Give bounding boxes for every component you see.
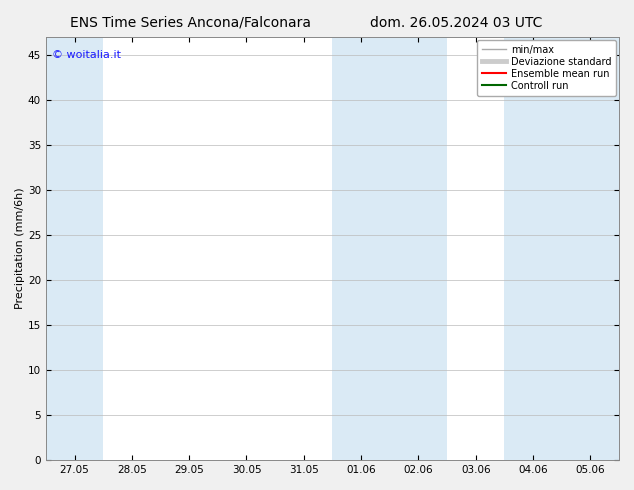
Bar (46, 37, 103, 460)
Bar (332, 37, 390, 460)
Bar (390, 37, 447, 460)
Legend: min/max, Deviazione standard, Ensemble mean run, Controll run: min/max, Deviazione standard, Ensemble m… (477, 40, 616, 96)
Bar (505, 37, 562, 460)
Text: © woitalia.it: © woitalia.it (51, 50, 120, 60)
Text: ENS Time Series Ancona/Falconara: ENS Time Series Ancona/Falconara (70, 16, 311, 30)
Y-axis label: Precipitation (mm/6h): Precipitation (mm/6h) (15, 188, 25, 309)
Bar (562, 37, 619, 460)
Text: dom. 26.05.2024 03 UTC: dom. 26.05.2024 03 UTC (370, 16, 543, 30)
